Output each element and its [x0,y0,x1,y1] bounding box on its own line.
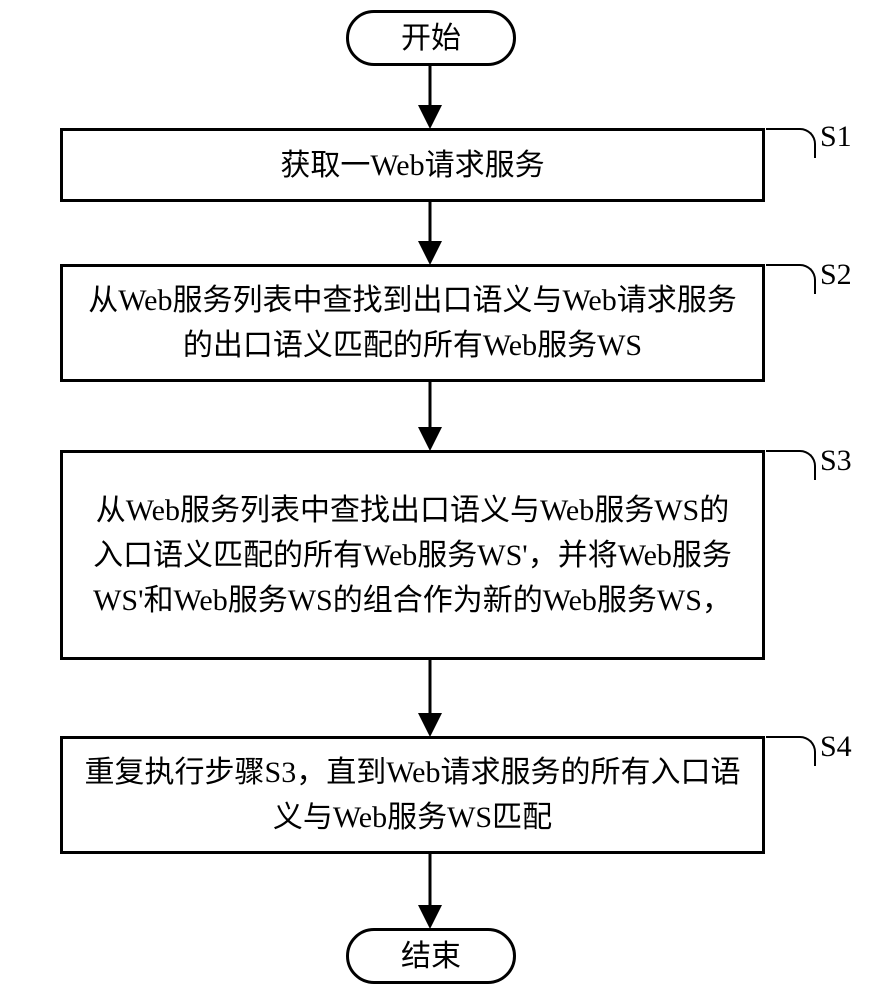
flowchart-canvas: 开始 获取一Web请求服务 S1 从Web服务列表中查找到出口语义与Web请求服… [0,0,886,1000]
flowchart-arrows [0,0,886,1000]
